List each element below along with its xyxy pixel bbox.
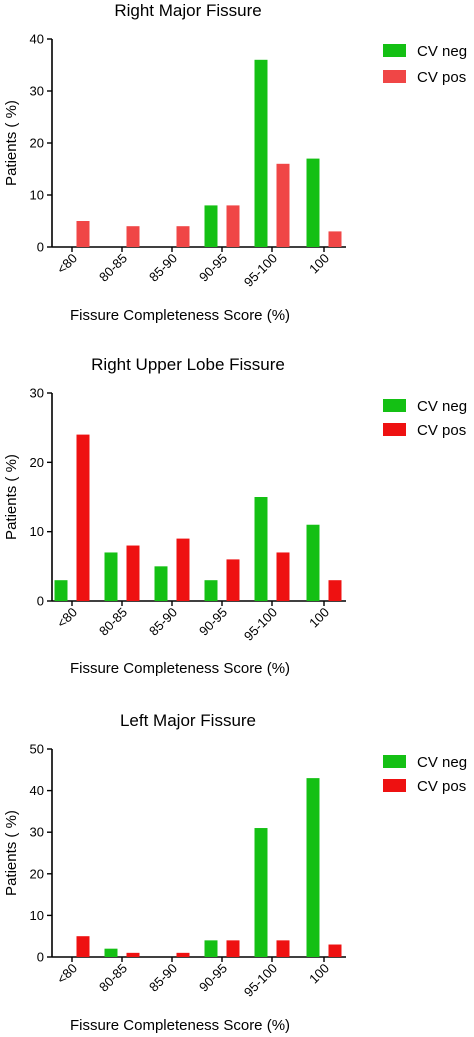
x-tick-label: 80-85: [96, 251, 130, 285]
y-tick-label: 0: [37, 240, 44, 255]
legend-swatch: [383, 779, 406, 792]
legend-swatch: [383, 755, 406, 768]
x-tick-label: <80: [54, 605, 80, 631]
bar-cv-pos: [226, 559, 240, 601]
legend-swatch: [383, 423, 406, 436]
y-tick-label: 10: [30, 908, 44, 923]
y-tick-label: 40: [30, 32, 44, 47]
bar-cv-neg: [306, 524, 320, 601]
bar-cv-pos: [176, 538, 190, 601]
y-tick-label: 0: [37, 950, 44, 965]
bar-cv-pos: [126, 226, 140, 247]
bar-cv-pos: [226, 940, 240, 957]
x-tick-label: 85-90: [146, 251, 180, 285]
x-tick-label: 90-95: [196, 251, 230, 285]
x-axis-label: Fissure Completeness Score (%): [70, 1017, 290, 1034]
bar-cv-neg: [254, 59, 268, 247]
x-tick-label: 95-100: [241, 605, 280, 644]
bar-cv-neg: [306, 778, 320, 957]
x-tick-label: 80-85: [96, 961, 130, 995]
y-tick-label: 0: [37, 594, 44, 609]
legend-label: CV pos: [417, 422, 466, 439]
bar-cv-neg: [204, 205, 218, 247]
bar-cv-pos: [76, 434, 90, 601]
bar-cv-neg: [254, 828, 268, 957]
bar-cv-pos: [276, 552, 290, 601]
x-tick-label: 100: [306, 251, 332, 277]
y-tick-label: 20: [30, 455, 44, 470]
bar-cv-pos: [276, 940, 290, 957]
bar-cv-pos: [176, 952, 190, 957]
bar-cv-pos: [276, 163, 290, 247]
bar-cv-pos: [76, 221, 90, 247]
chart-title: Right Upper Lobe Fissure: [91, 355, 285, 374]
bar-cv-neg: [104, 552, 118, 601]
x-tick-label: 100: [306, 961, 332, 987]
legend-label: CV pos: [417, 69, 466, 86]
legend-label: CV neg: [417, 398, 467, 415]
x-tick-label: 85-90: [146, 605, 180, 639]
chart-panel-3: Left Major Fissure Patients ( %) Fissure C…: [3, 711, 467, 1034]
bar-cv-pos: [226, 205, 240, 247]
bar-cv-neg: [306, 158, 320, 247]
y-tick-label: 40: [30, 783, 44, 798]
bar-cv-pos: [328, 231, 342, 247]
legend-swatch: [383, 399, 406, 412]
bar-cv-neg: [254, 497, 268, 601]
bar-cv-pos: [76, 936, 90, 957]
y-tick-label: 30: [30, 84, 44, 99]
x-tick-label: 80-85: [96, 605, 130, 639]
bar-cv-neg: [154, 566, 168, 601]
bar-cv-neg: [54, 580, 68, 601]
bar-cv-pos: [176, 226, 190, 247]
legend-label: CV neg: [417, 43, 467, 60]
bar-cv-pos: [328, 944, 342, 957]
x-axis-label: Fissure Completeness Score (%): [70, 307, 290, 324]
x-tick-label: 95-100: [241, 251, 280, 290]
chart-title: Right Major Fissure: [114, 1, 261, 20]
bar-cv-pos: [126, 545, 140, 601]
y-axis-label: Patients ( %): [3, 810, 20, 896]
x-tick-label: <80: [54, 251, 80, 277]
y-tick-label: 30: [30, 825, 44, 840]
bar-cv-pos: [328, 580, 342, 601]
y-tick-label: 20: [30, 136, 44, 151]
x-tick-label: <80: [54, 961, 80, 987]
y-tick-label: 20: [30, 866, 44, 881]
x-tick-label: 90-95: [196, 605, 230, 639]
chart-title: Left Major Fissure: [120, 711, 256, 730]
legend-label: CV neg: [417, 754, 467, 771]
bar-cv-pos: [126, 952, 140, 957]
y-axis-label: Patients ( %): [3, 100, 20, 186]
legend-swatch: [383, 70, 406, 83]
legend-swatch: [383, 44, 406, 57]
chart-panel-1: Right Major Fissure Patients ( %) Fissure …: [3, 1, 467, 324]
y-tick-label: 10: [30, 188, 44, 203]
chart-panel-2: Right Upper Lobe Fissure Patients ( %) Fis…: [3, 355, 467, 677]
x-tick-label: 85-90: [146, 961, 180, 995]
bar-cv-neg: [204, 940, 218, 957]
x-tick-label: 95-100: [241, 961, 280, 1000]
x-tick-label: 90-95: [196, 961, 230, 995]
legend-label: CV pos: [417, 778, 466, 795]
x-axis-label: Fissure Completeness Score (%): [70, 660, 290, 677]
y-tick-label: 10: [30, 524, 44, 539]
y-tick-label: 30: [30, 386, 44, 401]
y-tick-label: 50: [30, 742, 44, 757]
bar-cv-neg: [204, 580, 218, 601]
bar-cv-neg: [104, 948, 118, 957]
y-axis-label: Patients ( %): [3, 454, 20, 540]
x-tick-label: 100: [306, 605, 332, 631]
